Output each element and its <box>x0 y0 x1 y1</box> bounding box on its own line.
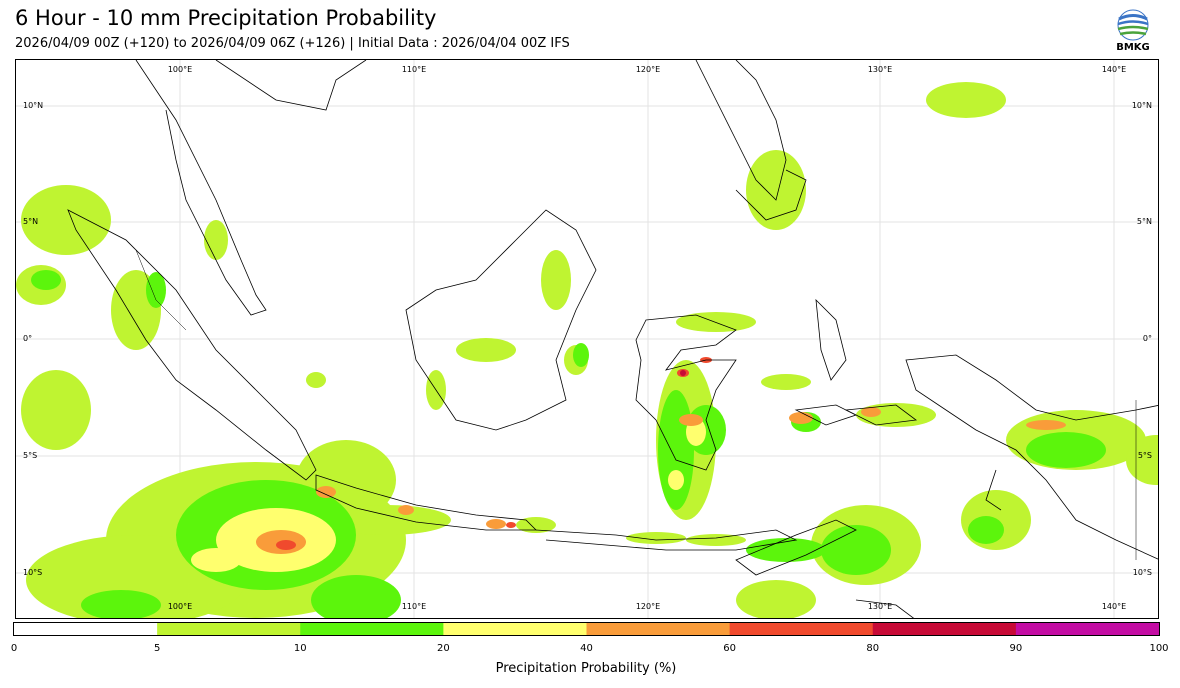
colorbar-segment <box>300 623 444 635</box>
lat-label-left: 5°S <box>23 451 38 460</box>
bmkg-logo-icon <box>1112 8 1154 54</box>
lon-label-top: 110°E <box>401 65 427 74</box>
lon-label-bottom: 110°E <box>401 602 427 611</box>
lon-label-bottom: 120°E <box>635 602 661 611</box>
colorbar-tick-label: 40 <box>580 643 593 654</box>
colorbar-segment <box>586 623 731 635</box>
colorbar-segment <box>1015 623 1160 635</box>
lon-label-top: 140°E <box>1101 65 1127 74</box>
colorbar-segment <box>14 623 158 635</box>
colorbar-tick-label: 5 <box>153 643 161 654</box>
lat-label-right: 5°N <box>1136 217 1152 226</box>
lat-label-right: 10°S <box>1132 568 1152 577</box>
page-title: 6 Hour - 10 mm Precipitation Probability <box>15 6 437 30</box>
lon-label-top: 120°E <box>635 65 661 74</box>
lon-label-bottom: 130°E <box>867 602 893 611</box>
lat-label-right: 5°S <box>1137 451 1152 460</box>
lon-label-bottom: 140°E <box>1101 602 1127 611</box>
colorbar <box>13 622 1160 636</box>
colorbar-border <box>13 622 1160 636</box>
colorbar-tick-label: 60 <box>723 643 736 654</box>
colorbar-tick-label: 80 <box>866 643 880 654</box>
colorbar-segment <box>443 623 587 635</box>
precip-areas <box>16 82 1158 618</box>
bmkg-logo-text: BMKG <box>1116 42 1150 53</box>
lat-label-left: 0° <box>23 334 33 343</box>
lon-label-top: 100°E <box>167 65 193 74</box>
lat-label-right: 10°N <box>1131 101 1152 110</box>
colorbar-label: Precipitation Probability (%) <box>495 661 677 676</box>
lon-label-top: 130°E <box>867 65 893 74</box>
colorbar-tick-label: 0 <box>10 643 18 654</box>
lat-label-left: 5°N <box>23 217 39 226</box>
colorbar-segment <box>872 623 1017 635</box>
colorbar-segment <box>157 623 301 635</box>
colorbar-segment <box>729 623 874 635</box>
colorbar-tick-label: 20 <box>437 643 450 654</box>
lat-label-left: 10°S <box>23 568 43 577</box>
colorbar-tick-label: 100 <box>1149 643 1169 654</box>
page-subtitle: 2026/04/09 00Z (+120) to 2026/04/09 06Z … <box>15 36 570 51</box>
coastlines <box>67 60 1158 618</box>
colorbar-tick-label: 10 <box>293 643 307 654</box>
lon-label-bottom: 100°E <box>167 602 193 611</box>
lat-label-right: 0° <box>1142 334 1152 343</box>
precipitation-map: 100°E 100°E 110°E 110°E 120°E 120°E 130°E 130°E… <box>15 59 1159 619</box>
lat-label-left: 10°N <box>23 101 44 110</box>
colorbar-tick-label: 90 <box>1009 643 1023 654</box>
